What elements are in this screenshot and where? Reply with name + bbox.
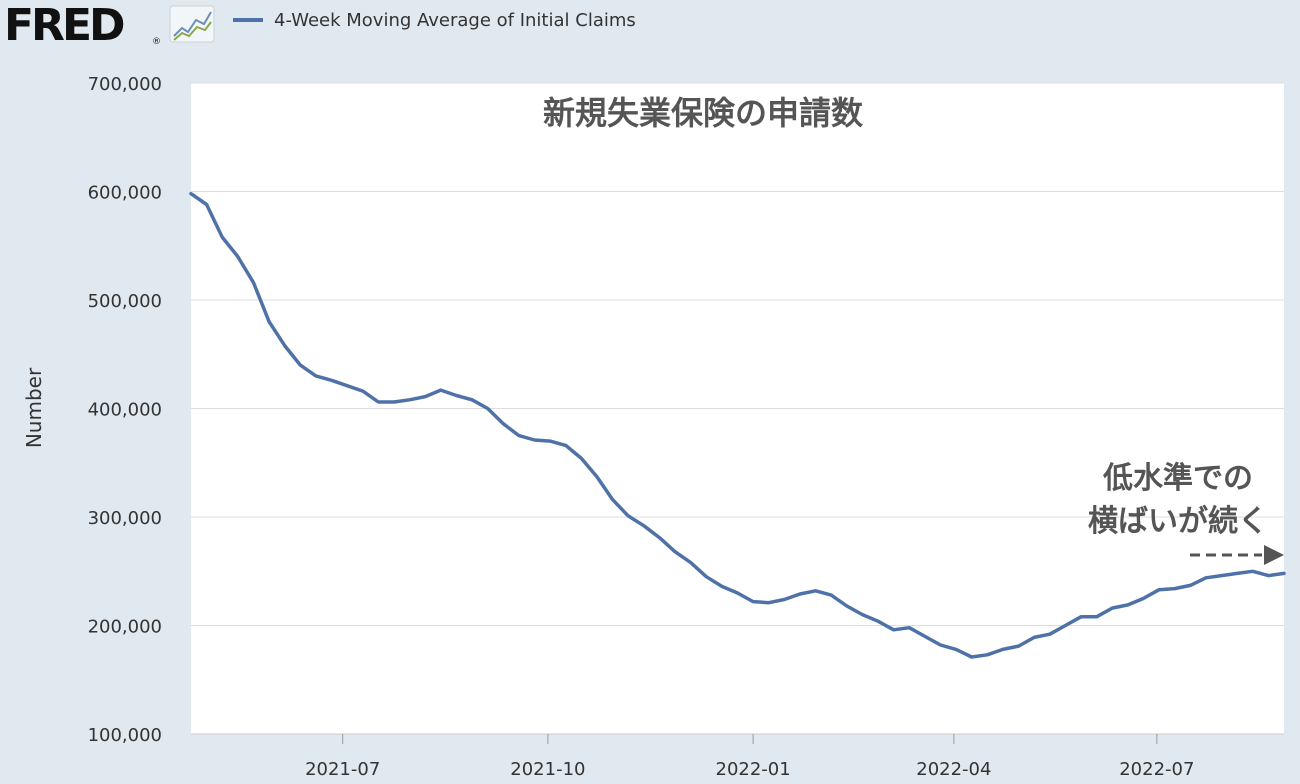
y-axis-ticks: 100,000 200,000 300,000 400,000 500,000 600,0… — [88, 74, 162, 746]
fred-logo-registered: ® — [152, 37, 161, 47]
x-tick-label: 2021-07 — [305, 759, 380, 780]
y-axis-label: Number — [22, 367, 46, 448]
fred-logo-text: FRED — [4, 0, 124, 51]
y-tick-label: 200,000 — [88, 617, 162, 638]
annotation-line2: 横ばいが続く — [1088, 504, 1268, 539]
chart-title: 新規失業保険の申請数 — [543, 94, 864, 132]
fred-chart-icon — [169, 5, 215, 43]
annotation-line1: 低水準での — [1102, 461, 1253, 496]
x-tick-label: 2022-07 — [1119, 759, 1194, 780]
legend-label: 4-Week Moving Average of Initial Claims — [274, 10, 636, 31]
x-axis-ticks: 2021-07 2021-10 2022-01 2022-04 2022-07 — [191, 733, 1284, 780]
y-tick-label: 400,000 — [88, 400, 162, 421]
y-tick-label: 600,000 — [88, 183, 162, 204]
annotation: 低水準での 横ばいが続く — [1088, 461, 1284, 565]
annotation-arrow-head — [1264, 545, 1284, 565]
x-tick-label: 2022-01 — [716, 759, 791, 780]
fred-logo[interactable]: FRED ® — [4, 0, 215, 51]
gridlines — [191, 82, 1284, 626]
y-tick-label: 100,000 — [88, 725, 162, 746]
legend[interactable]: 4-Week Moving Average of Initial Claims — [233, 10, 636, 31]
y-tick-label: 500,000 — [88, 291, 162, 312]
y-tick-label: 300,000 — [88, 508, 162, 529]
series-line-initial-claims — [189, 191, 1286, 659]
y-tick-label: 700,000 — [88, 74, 162, 95]
x-tick-label: 2021-10 — [510, 759, 585, 780]
x-tick-label: 2022-04 — [916, 759, 991, 780]
